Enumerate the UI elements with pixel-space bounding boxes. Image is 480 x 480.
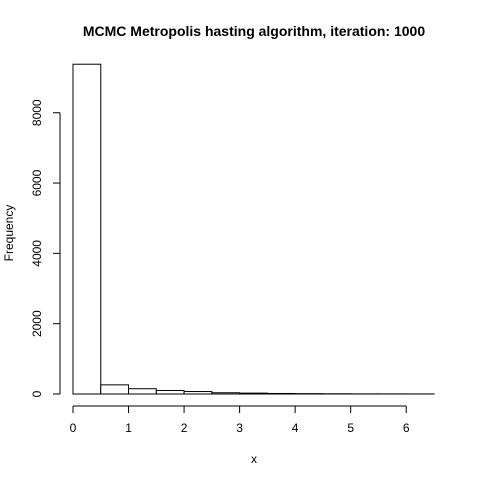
chart-title: MCMC Metropolis hasting algorithm, itera… [83, 23, 425, 39]
x-tick-label: 3 [236, 421, 243, 435]
y-tick-label: 0 [30, 390, 44, 397]
x-tick-label: 0 [70, 421, 77, 435]
x-axis: 0 1 2 3 4 5 6 [70, 405, 410, 435]
x-axis-label: x [251, 452, 257, 466]
x-tick-label: 2 [181, 421, 188, 435]
histogram-bar [266, 392, 296, 395]
x-tick-label: 1 [125, 421, 132, 435]
y-tick-label: 8000 [30, 99, 44, 126]
histogram-bar [72, 63, 102, 395]
y-tick-label: 6000 [30, 169, 44, 196]
y-axis-label: Frequency [2, 205, 16, 262]
y-tick-label: 2000 [30, 310, 44, 337]
histogram-bar [100, 384, 130, 395]
histogram-bar [211, 392, 241, 395]
x-tick-label: 4 [292, 421, 299, 435]
x-tick-label: 6 [403, 421, 410, 435]
histogram-bar [128, 388, 157, 395]
y-tick-label: 4000 [30, 240, 44, 267]
histogram-bars [72, 63, 435, 395]
histogram-bar [239, 392, 268, 395]
y-axis: 0 2000 4000 6000 8000 [30, 99, 61, 397]
x-tick-label: 5 [347, 421, 354, 435]
histogram-bar [183, 391, 213, 395]
histogram-bar [155, 389, 185, 395]
